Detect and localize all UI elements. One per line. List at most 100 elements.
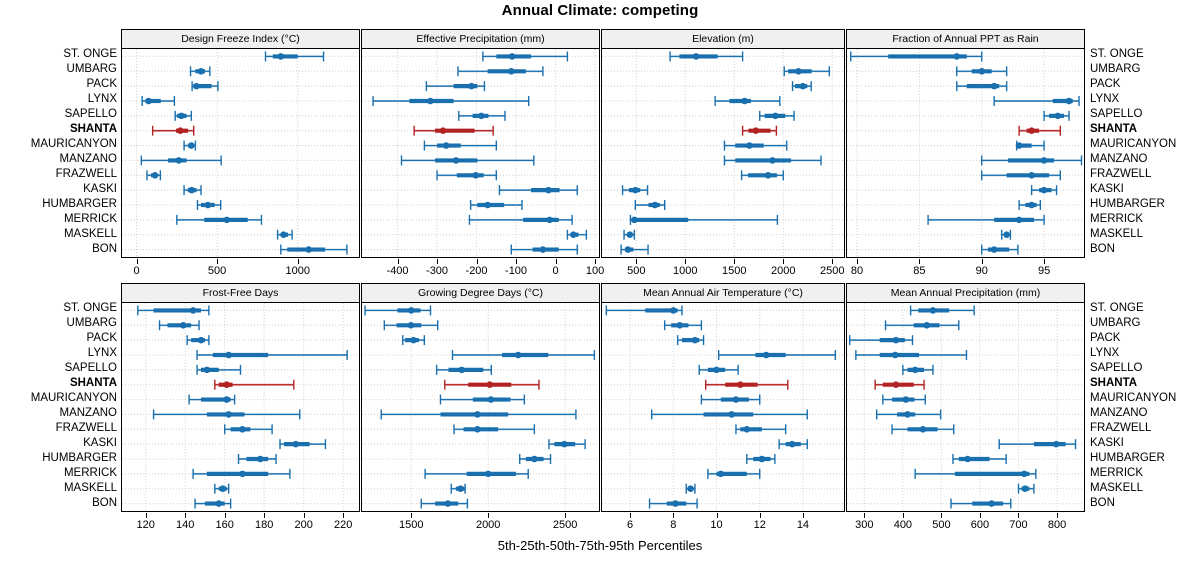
median-dot-p50 — [1028, 172, 1035, 179]
median-dot-p50 — [631, 216, 638, 224]
median-dot-p50 — [225, 411, 232, 418]
x-axis: 6 8 10 12 14 — [602, 513, 844, 535]
median-dot-p50 — [990, 246, 998, 253]
median-dot-p50 — [151, 172, 159, 179]
percentile-marker — [174, 110, 193, 121]
site-label-manzano: MANZANO — [59, 152, 118, 165]
site-label-mauricanyon: MAURICANYON — [30, 138, 117, 151]
median-dot-p50 — [1052, 440, 1060, 448]
percentile-marker — [676, 335, 705, 346]
axis-tick — [136, 259, 138, 264]
axis-tick-label: 300 — [855, 519, 874, 531]
panel-effective-precipitation-mm: Effective Precipitation (mm) — [361, 29, 600, 258]
panel-elevation-m: Elevation (m) — [601, 29, 845, 258]
axis-tick-label: 120 — [136, 519, 155, 531]
axis-tick-label: 800 — [1047, 519, 1067, 531]
median-dot-p50 — [508, 68, 515, 75]
plot-area — [122, 49, 359, 257]
median-dot-p50 — [410, 336, 417, 344]
percentile-marker — [981, 155, 1083, 166]
percentile-marker — [183, 140, 197, 151]
site-label-kaski: KASKI — [83, 182, 117, 195]
median-dot-p50 — [964, 455, 971, 463]
percentile-marker — [685, 483, 696, 494]
axis-tick-label: -100 — [505, 265, 528, 277]
median-dot-p50 — [452, 157, 460, 164]
axis-tick-label: 1000 — [285, 265, 310, 277]
site-label-pack: PACK — [1090, 332, 1121, 345]
median-dot-p50 — [178, 112, 185, 120]
median-dot-p50 — [919, 426, 927, 433]
median-dot-p50 — [651, 201, 659, 209]
percentile-marker — [956, 81, 1008, 92]
site-label-frazwell: FRAZWELL — [1090, 421, 1152, 434]
site-label-mauricanyon: MAURICANYON — [1090, 392, 1177, 405]
axis-tick — [919, 259, 921, 264]
percentile-marker — [981, 170, 1062, 181]
percentile-marker — [264, 51, 325, 62]
panel-title: Fraction of Annual PPT as Rain — [847, 30, 1084, 49]
plot-area — [362, 49, 599, 257]
percentile-marker — [380, 409, 577, 420]
plot-area — [602, 303, 844, 511]
percentile-marker — [214, 483, 230, 494]
percentile-marker — [458, 110, 506, 121]
axis-tick-label: 95 — [1037, 265, 1051, 277]
median-dot-p50 — [292, 440, 300, 448]
median-dot-p50 — [1015, 216, 1023, 224]
median-dot-p50 — [193, 82, 200, 90]
percentile-legend-caption: 5th-25th-50th-75th-95th Percentiles — [497, 538, 703, 553]
median-dot-p50 — [188, 142, 195, 149]
percentile-marker — [891, 424, 955, 435]
percentile-marker — [620, 244, 649, 255]
axis-tick-label: 14 — [796, 519, 810, 531]
median-dot-p50 — [223, 396, 230, 403]
site-label-bon: BON — [1090, 242, 1115, 255]
median-dot-p50 — [477, 112, 485, 120]
site-label-manzano: MANZANO — [59, 406, 118, 419]
axis-tick — [303, 513, 305, 518]
axis-tick — [565, 513, 567, 518]
median-dot-p50 — [687, 485, 694, 492]
percentile-marker — [1018, 200, 1042, 210]
site-label-lynx: LYNX — [87, 347, 117, 360]
median-dot-p50 — [203, 366, 211, 374]
site-label-lynx: LYNX — [87, 93, 117, 106]
median-dot-p50 — [691, 336, 699, 344]
percentile-marker — [519, 454, 552, 464]
row-labels-top-left: ST. ONGE UMBARG PACK LYNX SAPELLO SHANTA MAURI… — [0, 49, 117, 258]
percentile-marker — [850, 51, 983, 62]
axis-tick-label: 1500 — [722, 265, 747, 277]
axis-tick-label: 6 — [627, 519, 634, 531]
median-dot-p50 — [486, 381, 494, 388]
median-dot-p50 — [484, 470, 492, 478]
median-dot-p50 — [508, 53, 516, 60]
axis-tick — [343, 513, 345, 518]
percentile-marker — [723, 140, 788, 151]
median-dot-p50 — [978, 68, 986, 75]
median-dot-p50 — [570, 231, 577, 238]
site-label-frazwell: FRAZWELL — [55, 421, 117, 434]
median-dot-p50 — [892, 381, 900, 388]
site-label-humbarger: HUMBARGER — [42, 197, 117, 210]
median-dot-p50 — [902, 396, 910, 403]
percentile-marker — [981, 244, 1019, 255]
percentile-marker — [196, 364, 242, 375]
percentile-marker — [1017, 483, 1035, 494]
panel-title: Design Freeze Index (°C) — [122, 30, 359, 49]
axis-tick-label: 1500 — [398, 519, 424, 531]
x-axis: 120 140 160 180 200 220 — [122, 513, 359, 535]
percentile-marker — [413, 125, 494, 136]
axis-tick-label: 500 — [932, 519, 951, 531]
median-dot-p50 — [468, 82, 475, 90]
axis-tick — [1018, 513, 1020, 518]
median-dot-p50 — [561, 440, 568, 448]
axis-tick — [1044, 259, 1046, 264]
site-label-merrick: MERRICK — [63, 466, 117, 479]
axis-tick — [716, 513, 718, 518]
percentile-marker — [420, 498, 469, 509]
median-dot-p50 — [219, 485, 227, 492]
plot-area — [847, 303, 1084, 511]
axis-tick-label: 100 — [585, 265, 605, 277]
percentile-marker — [1043, 110, 1070, 121]
